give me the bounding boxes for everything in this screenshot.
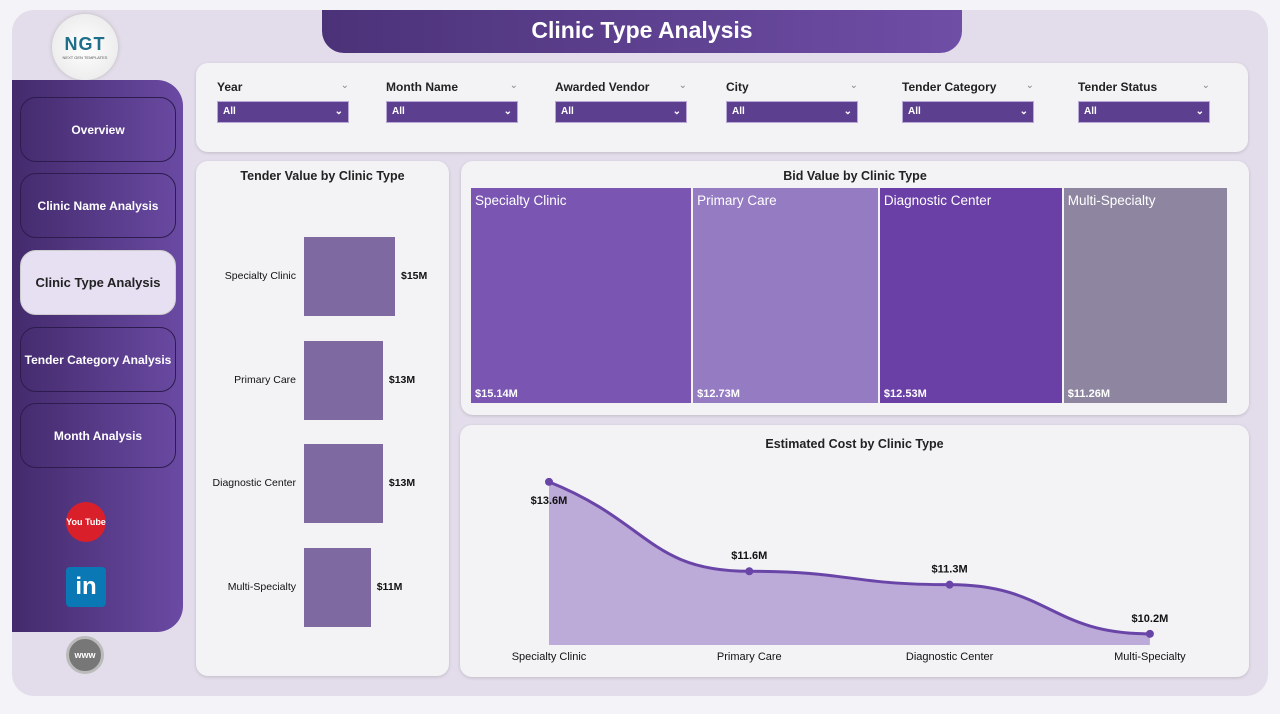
filter-label: Tender Category xyxy=(902,80,997,94)
category-label: Diagnostic Center xyxy=(212,477,296,489)
nav-clinic-type-analysis[interactable]: Clinic Type Analysis xyxy=(20,250,176,315)
filter-value: All xyxy=(1084,106,1097,117)
treemap-tile[interactable]: Primary Care $12.73M xyxy=(693,188,878,403)
data-point[interactable] xyxy=(1145,629,1154,638)
treemap-tile[interactable]: Diagnostic Center $12.53M xyxy=(879,188,1062,403)
tile-value: $12.73M xyxy=(697,388,740,400)
filter-awarded-vendor: Awarded Vendor ⌄ All ⌄ xyxy=(555,80,687,123)
x-tick-label: Specialty Clinic xyxy=(512,651,587,663)
filter-value: All xyxy=(908,106,921,117)
filter-value: All xyxy=(732,106,745,117)
website-icon[interactable]: www xyxy=(66,636,104,674)
x-tick-label: Primary Care xyxy=(717,651,782,663)
tile-value: $11.26M xyxy=(1067,388,1110,400)
filter-dropdown[interactable]: All ⌄ xyxy=(217,101,349,123)
data-label: $13M xyxy=(388,477,416,489)
chevron-down-icon: ⌄ xyxy=(1195,106,1204,117)
chevron-down-icon: ⌄ xyxy=(843,106,852,117)
data-label: $11M xyxy=(376,580,403,593)
filter-label: Month Name xyxy=(386,80,458,94)
filter-dropdown[interactable]: All ⌄ xyxy=(1078,101,1210,123)
bar[interactable] xyxy=(304,340,383,420)
youtube-icon[interactable]: You Tube xyxy=(66,502,106,542)
tile-label: Primary Care xyxy=(697,193,777,208)
filter-value: All xyxy=(561,106,574,117)
sidebar: Overview Clinic Name Analysis Clinic Typ… xyxy=(12,80,183,632)
data-point[interactable] xyxy=(545,477,553,486)
nav-label: Clinic Type Analysis xyxy=(35,275,161,290)
tile-label: Multi-Specialty xyxy=(1067,193,1156,208)
nav-label: Month Analysis xyxy=(53,428,143,443)
data-label: $10.2M xyxy=(1132,613,1169,625)
filter-tender-category: Tender Category ⌄ All ⌄ xyxy=(902,80,1034,123)
bar[interactable] xyxy=(304,444,383,523)
nav-label: Overview xyxy=(71,122,125,137)
chevron-down-icon[interactable]: ⌄ xyxy=(849,80,858,91)
chevron-down-icon[interactable]: ⌄ xyxy=(678,80,687,91)
filter-value: All xyxy=(223,106,236,117)
nav-label: Tender Category Analysis xyxy=(24,352,172,367)
chevron-down-icon[interactable]: ⌄ xyxy=(1025,80,1034,91)
category-label: Primary Care xyxy=(234,373,296,386)
filter-dropdown[interactable]: All ⌄ xyxy=(386,101,518,123)
x-tick-label: Multi-Specialty xyxy=(1114,651,1186,663)
data-point[interactable] xyxy=(945,580,954,589)
x-tick-label: Diagnostic Center xyxy=(906,651,994,663)
category-label: Specialty Clinic xyxy=(224,270,296,282)
filter-label: Year xyxy=(217,80,243,94)
area-fill xyxy=(549,481,1150,645)
website-label: www xyxy=(74,650,96,660)
treemap-tile[interactable]: Multi-Specialty $11.26M xyxy=(1063,188,1227,403)
treemap-tile[interactable]: Specialty Clinic $15.14M xyxy=(471,188,692,403)
filter-month-name: Month Name ⌄ All ⌄ xyxy=(386,80,518,123)
bar[interactable] xyxy=(304,547,371,627)
filter-dropdown[interactable]: All ⌄ xyxy=(902,101,1034,123)
bar[interactable] xyxy=(304,237,395,316)
tile-label: Diagnostic Center xyxy=(883,193,992,208)
chevron-down-icon: ⌄ xyxy=(1019,106,1028,117)
data-label: $11.3M xyxy=(932,564,968,576)
nav-tender-category-analysis[interactable]: Tender Category Analysis xyxy=(20,327,176,392)
series-line xyxy=(548,480,1150,636)
data-label: $15M xyxy=(401,270,428,282)
filter-label: Awarded Vendor xyxy=(555,80,650,94)
nav-overview[interactable]: Overview xyxy=(20,97,176,162)
chart-title: Estimated Cost by Clinic Type xyxy=(765,437,944,451)
tile-label: Specialty Clinic xyxy=(475,193,567,208)
filter-city: City ⌄ All ⌄ xyxy=(726,80,858,123)
data-point[interactable] xyxy=(745,567,754,576)
filter-label: City xyxy=(726,80,749,94)
category-label: Multi-Specialty xyxy=(227,580,296,593)
nav-clinic-name-analysis[interactable]: Clinic Name Analysis xyxy=(20,173,176,238)
page-title: Clinic Type Analysis xyxy=(322,10,962,53)
filter-year: Year ⌄ All ⌄ xyxy=(217,80,349,123)
filter-dropdown[interactable]: All ⌄ xyxy=(726,101,858,123)
youtube-label: You Tube xyxy=(66,516,106,527)
filter-dropdown[interactable]: All ⌄ xyxy=(555,101,687,123)
chevron-down-icon: ⌄ xyxy=(672,106,681,117)
nav-month-analysis[interactable]: Month Analysis xyxy=(20,403,176,468)
chevron-down-icon: ⌄ xyxy=(334,106,343,117)
chevron-down-icon[interactable]: ⌄ xyxy=(1201,80,1210,91)
linkedin-label: in xyxy=(75,573,97,600)
logo: NGT NEXT GEN TEMPLATES xyxy=(52,14,118,80)
filters-panel xyxy=(196,63,1248,152)
chart-title: Bid Value by Clinic Type xyxy=(783,169,927,183)
data-label: $13.6M xyxy=(531,495,568,507)
chart-title: Tender Value by Clinic Type xyxy=(240,169,405,183)
filter-value: All xyxy=(392,106,405,117)
nav-label: Clinic Name Analysis xyxy=(37,198,159,213)
data-label: $13M xyxy=(388,373,416,386)
linkedin-icon[interactable]: in xyxy=(66,567,106,607)
tile-value: $12.53M xyxy=(883,388,927,400)
chevron-down-icon: ⌄ xyxy=(503,106,512,117)
chevron-down-icon[interactable]: ⌄ xyxy=(509,80,518,91)
filter-label: Tender Status xyxy=(1078,80,1158,94)
chevron-down-icon[interactable]: ⌄ xyxy=(340,80,349,91)
tile-value: $15.14M xyxy=(475,388,518,400)
filter-tender-status: Tender Status ⌄ All ⌄ xyxy=(1078,80,1210,123)
data-label: $11.6M xyxy=(731,550,767,562)
